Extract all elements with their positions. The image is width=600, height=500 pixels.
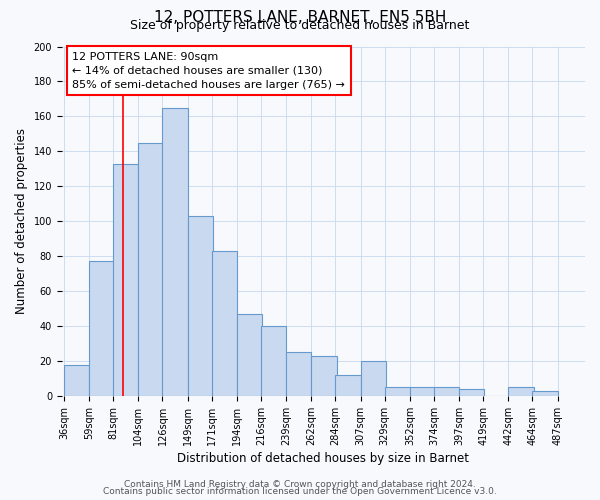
Bar (237, 314, 262, 396)
Bar (410, 387, 435, 396)
Bar (139, 142, 164, 396)
Bar (261, 326, 286, 396)
Text: 12, POTTERS LANE, BARNET, EN5 5BH: 12, POTTERS LANE, BARNET, EN5 5BH (154, 10, 446, 25)
Bar (385, 387, 410, 396)
Text: 12 POTTERS LANE: 90sqm
← 14% of detached houses are smaller (130)
85% of semi-de: 12 POTTERS LANE: 90sqm ← 14% of detached… (72, 52, 345, 90)
Bar (361, 361, 386, 396)
Bar (532, 390, 557, 396)
Bar (113, 164, 139, 396)
Text: Contains HM Land Registry data © Crown copyright and database right 2024.: Contains HM Land Registry data © Crown c… (124, 480, 476, 489)
Text: Contains public sector information licensed under the Open Government Licence v3: Contains public sector information licen… (103, 487, 497, 496)
Bar (508, 387, 533, 396)
Bar (335, 375, 361, 396)
Bar (89, 262, 115, 396)
Bar (163, 108, 188, 396)
Y-axis label: Number of detached properties: Number of detached properties (15, 128, 28, 314)
Bar (434, 387, 459, 396)
X-axis label: Distribution of detached houses by size in Barnet: Distribution of detached houses by size … (178, 452, 469, 465)
Bar (459, 389, 484, 396)
Bar (286, 352, 311, 396)
Bar (311, 356, 337, 396)
Text: Size of property relative to detached houses in Barnet: Size of property relative to detached ho… (130, 18, 470, 32)
Bar (64, 364, 89, 396)
Bar (212, 251, 237, 396)
Bar (188, 216, 213, 396)
